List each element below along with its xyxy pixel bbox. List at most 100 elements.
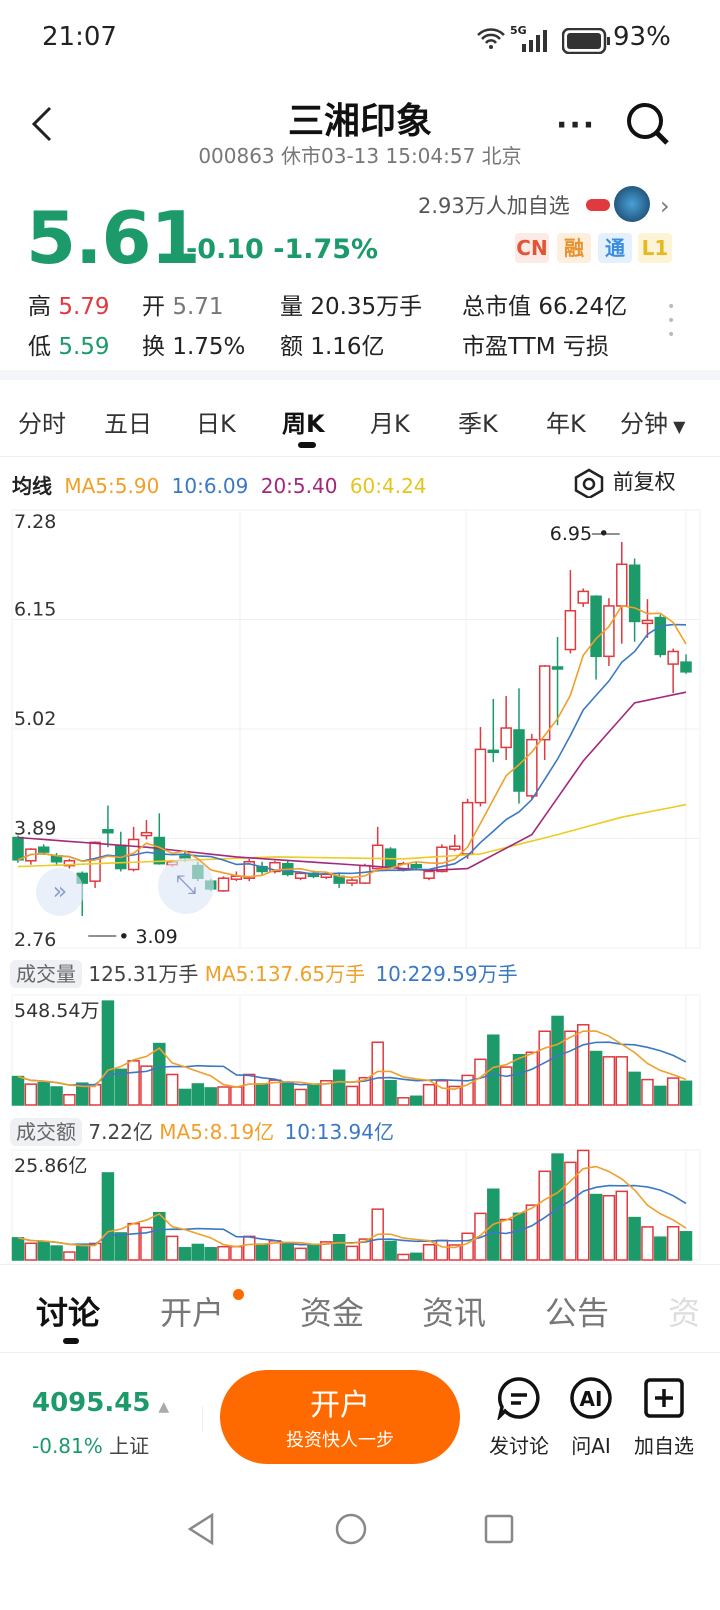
- ask-ai-button[interactable]: AI 问AI: [558, 1376, 624, 1459]
- tab-yearly-k[interactable]: 年K: [546, 410, 586, 438]
- amount-bar: [435, 1239, 449, 1261]
- price-change: -0.10 -1.75%: [186, 234, 378, 265]
- volume-bar: [538, 1030, 551, 1106]
- amount-bar: [242, 1235, 256, 1261]
- candle-body: [63, 860, 76, 867]
- post-discussion-button[interactable]: 发讨论: [484, 1376, 554, 1459]
- amount-bar: [63, 1251, 76, 1261]
- volume-max-label: 548.54万: [14, 1000, 99, 1022]
- candle: [577, 588, 589, 607]
- nav-recents-button[interactable]: [484, 1514, 514, 1548]
- stat-open: 开 5.71: [142, 294, 224, 320]
- tab-open-account[interactable]: 开户: [160, 1294, 225, 1332]
- volume-bar: [628, 1071, 641, 1106]
- volume-bar: [204, 1087, 217, 1106]
- add-watchlist-button[interactable]: 加自选: [628, 1376, 700, 1459]
- stock-subtitle: 000863 休市03-13 15:04:57 北京: [198, 144, 522, 168]
- open-account-button[interactable]: 开户 投资快人一步: [220, 1370, 460, 1464]
- volume-bar: [88, 1083, 102, 1106]
- candle: [616, 541, 628, 644]
- amount-bar: [461, 1232, 474, 1261]
- tab-weekly-k[interactable]: 周K: [282, 410, 325, 438]
- candle-body: [294, 872, 307, 879]
- candle: [89, 841, 101, 888]
- tab-funds[interactable]: 资金: [300, 1294, 365, 1332]
- volume-ma5-line: [17, 1030, 687, 1090]
- back-button[interactable]: [26, 104, 56, 148]
- volume-bar: [114, 1068, 128, 1106]
- ma60-line: [17, 803, 687, 868]
- volume-bar: [461, 1074, 474, 1106]
- volume-bar: [75, 1082, 89, 1106]
- tag-connect[interactable]: 通: [598, 233, 632, 263]
- index-change: -0.81% 上证: [32, 1434, 150, 1458]
- amount-legend: 成交额 7.22亿 MA5:8.19亿 10:13.94亿: [10, 1116, 394, 1146]
- candle: [590, 595, 602, 680]
- expand-left-button[interactable]: »: [36, 868, 84, 916]
- tab-more[interactable]: 资: [668, 1294, 701, 1332]
- candle-body: [346, 879, 358, 884]
- nav-back-button[interactable]: [186, 1512, 216, 1550]
- candle: [564, 570, 577, 654]
- search-button[interactable]: [624, 100, 672, 152]
- tab-news[interactable]: 资讯: [422, 1294, 487, 1332]
- adjust-toggle[interactable]: 前复权: [572, 466, 676, 500]
- volume-bar: [307, 1083, 320, 1106]
- volume-bar: [101, 1000, 115, 1106]
- amount-bar: [525, 1204, 539, 1261]
- tab-minute[interactable]: 分钟 ▼: [620, 410, 686, 438]
- candle-body: [487, 749, 500, 754]
- nav-home-button[interactable]: [334, 1512, 368, 1550]
- tab-announcements[interactable]: 公告: [545, 1294, 610, 1332]
- volume-bar: [24, 1083, 38, 1106]
- tab-quarterly-k[interactable]: 季K: [458, 410, 498, 438]
- more-button[interactable]: ···: [556, 108, 597, 143]
- amount-bar: [564, 1161, 577, 1261]
- volume-bar: [487, 1034, 500, 1106]
- fullscreen-button[interactable]: ⤡: [158, 858, 214, 914]
- plus-box-icon: [644, 1378, 684, 1418]
- volume-bar: [409, 1095, 423, 1106]
- candle: [423, 869, 435, 881]
- index-value[interactable]: 4095.45 ▲: [32, 1388, 170, 1418]
- amount-bar: [345, 1245, 359, 1261]
- followers-count[interactable]: 2.93万人加自选: [418, 194, 570, 218]
- candle-body: [37, 846, 50, 853]
- amount-ma5-line: [17, 1165, 687, 1249]
- tab-discussion[interactable]: 讨论: [36, 1294, 101, 1332]
- chevron-right-icon[interactable]: ›: [660, 192, 670, 220]
- tag-margin[interactable]: 融: [557, 233, 591, 263]
- volume-bar: [127, 1060, 140, 1106]
- y-tick-label: 6.15: [14, 599, 56, 621]
- volume-bar: [589, 1050, 603, 1106]
- amount-bar: [281, 1242, 295, 1261]
- candle-body: [538, 665, 551, 741]
- volume-bar: [268, 1079, 282, 1106]
- volume-bar: [654, 1085, 667, 1106]
- ma20-line: [17, 691, 687, 872]
- tag-l1[interactable]: L1: [638, 233, 672, 263]
- stat-high: 高 5.79: [28, 294, 110, 320]
- volume-bar: [679, 1080, 693, 1106]
- candle-body: [12, 836, 24, 861]
- network-type: 5G: [510, 24, 527, 37]
- avatar[interactable]: [614, 186, 650, 222]
- tag-cn[interactable]: CN: [515, 233, 549, 263]
- amount-bar: [230, 1245, 243, 1261]
- candle: [538, 665, 551, 761]
- kline-chart[interactable]: 7.28 6.15 5.02 3.89 2.76 6.95 • • 3.09 548.54万 2…: [0, 500, 720, 1270]
- volume-bar: [37, 1081, 50, 1106]
- tab-five-day[interactable]: 五日: [104, 410, 152, 438]
- candle: [140, 820, 153, 840]
- amount-bar: [589, 1193, 603, 1261]
- amount-bar: [24, 1242, 38, 1261]
- candle-body: [500, 727, 512, 749]
- tab-daily-k[interactable]: 日K: [196, 410, 236, 438]
- tab-monthly-k[interactable]: 月K: [370, 410, 410, 438]
- tab-intraday[interactable]: 分时: [18, 410, 66, 438]
- more-stats-dots[interactable]: • • •: [667, 299, 676, 343]
- amount-bar: [332, 1234, 346, 1261]
- amount-bar: [294, 1247, 307, 1261]
- amount-bar: [551, 1153, 564, 1261]
- amount-bar: [37, 1241, 50, 1261]
